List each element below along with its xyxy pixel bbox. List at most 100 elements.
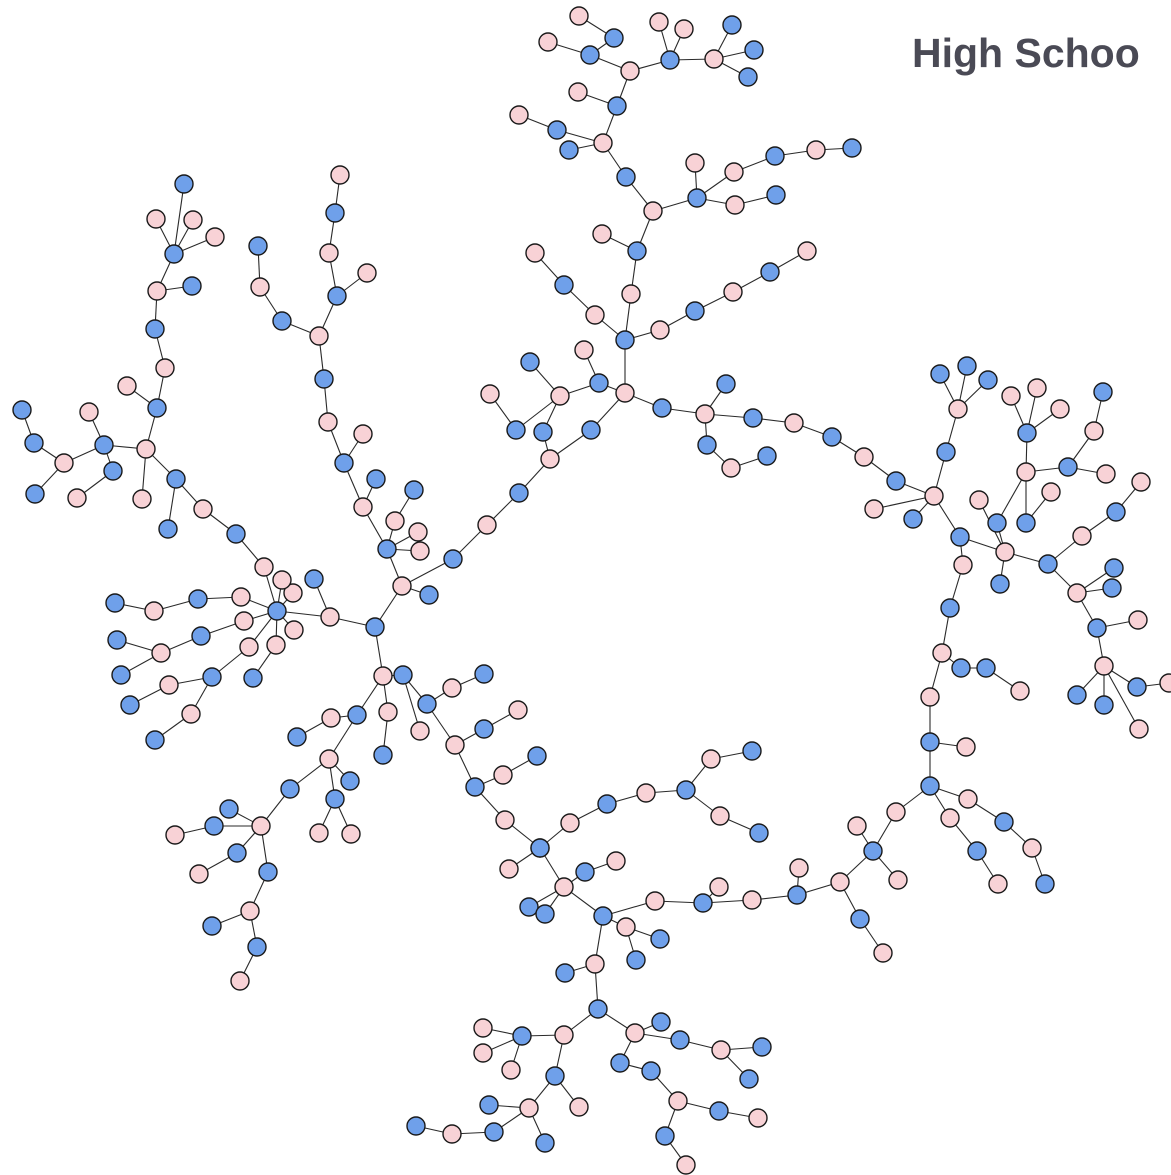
graph-node-pink [725,195,745,215]
graph-node-blue [752,1037,772,1057]
graph-node-blue [535,1133,555,1153]
graph-node-blue [660,50,680,70]
graph-node-blue [1035,874,1055,894]
graph-node-pink [1128,610,1148,630]
graph-node-blue [1102,578,1122,598]
graph-node-blue [580,45,600,65]
graph-node-blue [509,483,529,503]
graph-node-blue [158,519,178,539]
graph-node-blue [1058,457,1078,477]
graph-node-pink [410,721,430,741]
graph-node-pink [723,282,743,302]
graph-node-blue [533,422,553,442]
graph-node-blue [615,330,635,350]
graph-node-blue [976,658,996,678]
graph-node-blue [749,823,769,843]
graph-node-pink [924,486,944,506]
graph-node-blue [670,1030,690,1050]
graph-node-blue [340,771,360,791]
graph-node-pink [254,557,274,577]
graph-node-blue [863,841,883,861]
graph-node-pink [643,201,663,221]
graph-node-blue [535,904,555,924]
graph-node-pink [234,611,254,631]
graph-node-blue [111,665,131,685]
graph-node-pink [621,284,641,304]
graph-node-pink [357,263,377,283]
graph-node-pink [847,816,867,836]
graph-node-pink [1041,482,1061,502]
graph-node-pink [585,954,605,974]
graph-node-pink [616,917,636,937]
graph-node-blue [765,146,785,166]
graph-node-blue [588,999,608,1019]
graph-node-pink [146,209,166,229]
graph-node-blue [655,1126,675,1146]
graph-node-blue [940,598,960,618]
graph-node-pink [330,165,350,185]
graph-node-blue [744,40,764,60]
graph-node-blue [1093,382,1113,402]
graph-node-blue [12,400,32,420]
graph-node-pink [1131,472,1151,492]
graph-node-blue [559,140,579,160]
graph-node-pink [958,789,978,809]
graph-node-blue [593,906,613,926]
graph-node-pink [480,384,500,404]
graph-node-blue [280,779,300,799]
graph-node-pink [888,870,908,890]
graph-node-pink [319,749,339,769]
graph-node-blue [739,1069,759,1089]
graph-node-blue [627,241,647,261]
graph-node-blue [693,893,713,913]
graph-node-blue [1094,695,1114,715]
graph-edge [996,471,1027,524]
graph-node-pink [724,162,744,182]
graph-node-pink [864,499,884,519]
graph-node-blue [987,513,1007,533]
graph-node-pink [445,735,465,755]
graph-node-blue [287,727,307,747]
graph-node-pink [442,678,462,698]
graph-node-blue [650,929,670,949]
graph-node-pink [272,570,292,590]
graph-node-blue [760,262,780,282]
graph-node-blue [757,446,777,466]
graph-node-pink [319,243,339,263]
graph-node-pink [473,1043,493,1063]
graph-node-pink [1084,421,1104,441]
graph-edge [173,183,185,255]
graph-node-blue [1106,502,1126,522]
graph-node-pink [509,105,529,125]
graph-node-pink [240,901,260,921]
graph-node-pink [477,515,497,535]
graph-node-pink [988,874,1008,894]
graph-node-blue [512,1026,532,1046]
graph-node-blue [545,1066,565,1086]
graph-node-blue [247,937,267,957]
graph-node-pink [1050,399,1070,419]
graph-node-blue [687,188,707,208]
graph-node-pink [592,224,612,244]
graph-node-blue [145,730,165,750]
graph-node-blue [373,745,393,765]
graph-node-pink [789,858,809,878]
graph-node-pink [995,542,1015,562]
diagram-title: High Schoo [912,30,1140,76]
graph-node-pink [645,891,665,911]
graph-node-blue [243,668,263,688]
graph-node-pink [940,808,960,828]
graph-node-blue [164,244,184,264]
graph-node-pink [309,326,329,346]
graph-node-blue [272,311,292,331]
graph-node-blue [327,286,347,306]
graph-node-pink [239,637,259,657]
graph-node-blue [419,585,439,605]
graph-node-blue [554,275,574,295]
graph-node-blue [404,480,424,500]
graph-node-pink [606,851,626,871]
graph-node-pink [540,449,560,469]
graph-node-blue [716,374,736,394]
graph-node-blue [766,185,786,205]
graph-node-blue [248,236,268,256]
